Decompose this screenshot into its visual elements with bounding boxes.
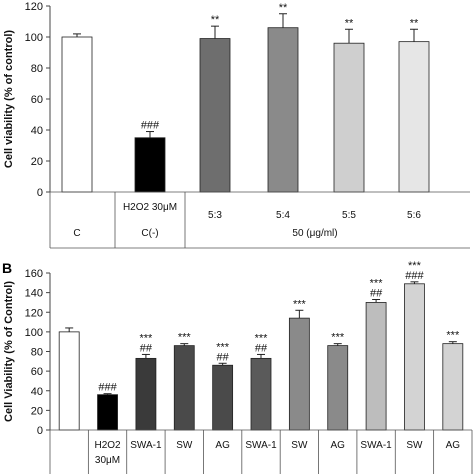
panel-b-significance-label: *** — [446, 330, 460, 342]
panel-a-bar — [61, 36, 93, 193]
panel-b-significance-label: *** — [216, 341, 230, 353]
panel-b-bar — [250, 357, 272, 431]
panel-b-category-label: H2O2 30μM — [94, 440, 121, 466]
panel-b-significance-label: *** — [293, 298, 307, 310]
panel-b-category-label: AG — [331, 440, 346, 451]
panel-b-significance-label: ## — [370, 287, 383, 299]
panel-b-letter: B — [2, 260, 12, 276]
panel-a-y-tick-label: 100 — [25, 32, 43, 44]
panel-b-significance-label: *** — [255, 332, 269, 344]
panel-a-y-tick-label: 80 — [31, 63, 43, 75]
panel-b-y-tick-label: 60 — [31, 366, 43, 378]
panel-b-y-tick-label: 20 — [31, 405, 43, 417]
panel-a-category-label: 5:3 — [208, 210, 222, 221]
panel-a-bar — [398, 41, 430, 193]
panel-b-bar — [173, 345, 195, 431]
panel-b-bar — [442, 343, 464, 431]
panel-b-category-label: SWA-1 — [360, 440, 392, 451]
panel-b-bar — [365, 302, 387, 431]
panel-a-y-tick-label: 40 — [31, 125, 43, 137]
panel-b-category-label: AG — [215, 440, 230, 451]
panel-a-y-axis-label: Cell viability (% of control) — [3, 30, 15, 168]
panel-b-category-label: SWA-1 — [245, 440, 277, 451]
panel-b-category-label: SW — [176, 440, 193, 451]
panel-a-category-label: 5:5 — [342, 210, 356, 221]
panel-b-bar-chart: B 0 20 40 60 80 100 120 140 160 Cell Viability (% … — [2, 260, 473, 474]
panel-b-significance-label: *** — [331, 332, 345, 344]
panel-b-category-label: AG — [446, 440, 461, 451]
panel-b-bar — [58, 331, 80, 431]
panel-b-y-axis-label: Cell Viability (% of Control) — [3, 281, 15, 422]
panel-b-y-tick-label: 120 — [25, 307, 43, 319]
panel-b-y-tick-label: 80 — [31, 347, 43, 359]
panel-b-bar — [212, 364, 234, 431]
panel-b-bar — [288, 317, 310, 431]
panel-b-significance-label: ## — [255, 342, 268, 354]
panel-a-bar — [199, 38, 231, 193]
panel-a-group-label: 50 (μg/ml) — [292, 228, 337, 239]
panel-b-bar — [97, 394, 118, 431]
panel-a-significance-label: ** — [345, 17, 354, 29]
panel-a-bar — [267, 27, 299, 193]
panel-a-significance-label: ### — [141, 120, 160, 132]
panel-b-y-tick-label: 100 — [25, 327, 43, 339]
panel-b-y-tick-label: 140 — [25, 288, 43, 300]
panel-b-bar — [135, 357, 157, 431]
panel-b-category-label: SWA-1 — [130, 440, 162, 451]
panel-b-y-tick-label: 160 — [25, 268, 43, 280]
panel-b-significance-label: ## — [217, 351, 230, 363]
panel-a-group-label: C — [73, 228, 80, 239]
panel-a-y-tick-label: 60 — [31, 94, 43, 106]
panel-a-group-label: C(-) — [141, 228, 158, 239]
panel-a-y-tick-label: 20 — [31, 156, 43, 168]
panel-a-category-sublabel: H2O2 30μM — [123, 202, 177, 213]
panel-b-category-label: SW — [406, 440, 423, 451]
panel-a-bar — [134, 137, 166, 193]
panel-b-category-label: SW — [291, 440, 308, 451]
panel-a-y-tick-label: 0 — [37, 187, 43, 199]
panel-b-significance-label: ### — [98, 382, 117, 394]
panel-a-category-label: 5:4 — [276, 210, 290, 221]
panel-b-significance-label: ### — [405, 270, 424, 282]
panel-a-y-tick-label: 120 — [25, 1, 43, 13]
panel-b-y-tick-label: 0 — [37, 425, 43, 437]
panel-b-significance-label: ## — [140, 342, 153, 354]
panel-a-bar — [333, 42, 365, 193]
panel-a-bar-chart: 0 20 40 60 80 100 120 Cell viability (% of cont… — [3, 1, 470, 249]
panel-a-significance-label: ** — [279, 2, 288, 14]
panel-b-bar — [327, 345, 349, 431]
panel-a-category-label: 5:6 — [407, 210, 421, 221]
panel-a-significance-label: ** — [410, 17, 419, 29]
panel-b-significance-label: *** — [370, 277, 384, 289]
panel-a-significance-label: ** — [211, 14, 220, 26]
panel-b-significance-label: *** — [408, 260, 422, 272]
panel-b-bar — [404, 283, 425, 431]
panel-b-significance-label: *** — [139, 332, 153, 344]
panel-b-y-tick-label: 40 — [31, 386, 43, 398]
panel-b-significance-label: *** — [178, 332, 192, 344]
